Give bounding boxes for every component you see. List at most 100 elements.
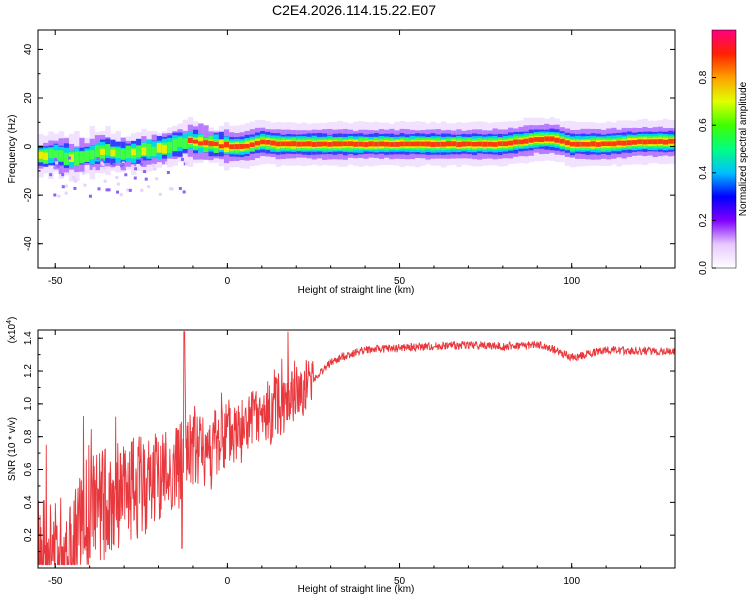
- spectrogram-speckle: [185, 162, 189, 166]
- snr-xtick-label: 50: [394, 576, 406, 587]
- spectrogram-cell: [239, 143, 245, 149]
- spectrogram-cell: [301, 141, 307, 147]
- spectrogram-cell: [559, 138, 566, 144]
- spectrogram-frame: [37, 29, 676, 269]
- spectrogram-cell: [461, 141, 468, 147]
- spectrogram-cell: [575, 141, 581, 147]
- spectrogram-cell: [513, 139, 519, 145]
- spectrogram-speckle: [81, 171, 85, 175]
- spectrogram-cell: [477, 141, 483, 147]
- spectrogram-cell: [595, 142, 602, 147]
- spectrogram-cell: [415, 141, 421, 147]
- spectrogram-speckle: [144, 177, 148, 181]
- spectrogram-cell: [616, 140, 622, 146]
- spectrogram-speckle: [182, 190, 186, 194]
- spectrogram-cell: [373, 141, 380, 147]
- spectrogram-cell: [544, 136, 550, 142]
- spectrogram-speckle: [153, 167, 157, 171]
- spectrogram-cell: [487, 141, 493, 147]
- spectrogram-xtick-label: 0: [225, 276, 231, 287]
- spectrogram-speckle: [164, 161, 168, 165]
- spectrogram-cell: [342, 141, 349, 147]
- spectrogram-cell: [569, 141, 576, 147]
- spectrogram-cell: [125, 145, 132, 159]
- spectrogram-cell: [203, 140, 209, 146]
- spectrogram-cell: [79, 151, 85, 164]
- spectrogram-speckle: [53, 193, 57, 197]
- spectrogram-cell: [218, 144, 225, 149]
- spectrogram-cell: [668, 138, 674, 144]
- spectrogram-xlabel: Height of straight line (km): [298, 285, 415, 296]
- colorbar-tick-label: 0.4: [698, 165, 709, 179]
- spectrogram-speckle: [112, 162, 116, 166]
- spectrogram-cell: [63, 152, 70, 165]
- spectrogram-cell: [456, 141, 462, 147]
- spectrogram-speckle: [170, 187, 174, 191]
- spectrogram-cell: [89, 150, 96, 160]
- spectrogram-speckle: [61, 185, 65, 189]
- spectrogram-cell: [533, 137, 540, 142]
- snr-ytick-label: 1.0: [23, 396, 34, 410]
- spectrogram-speckle: [116, 182, 120, 186]
- snr-ytick-label: 0.6: [23, 462, 34, 476]
- spectrogram-cell: [275, 141, 282, 147]
- spectrogram-speckle: [131, 164, 135, 168]
- spectrogram-cell: [332, 141, 338, 147]
- spectrogram-cell: [291, 141, 297, 147]
- spectrogram-cell: [404, 141, 411, 147]
- spectrogram-speckle: [73, 186, 77, 190]
- spectrogram-speckle: [139, 162, 143, 166]
- spectrogram-speckle: [119, 193, 123, 197]
- spectrogram-cell: [115, 148, 121, 158]
- spectrogram-cell: [296, 141, 302, 147]
- spectrogram-cell: [68, 154, 75, 162]
- spectrogram-cell: [223, 144, 230, 153]
- snr-xtick-label: 100: [563, 576, 580, 587]
- spectrogram-cell: [270, 140, 276, 146]
- snr-scale-exponent: 4: [6, 320, 13, 324]
- spectrogram-cell: [626, 140, 633, 146]
- spectrogram-cell: [254, 140, 261, 146]
- spectrogram-xtick-label: 50: [394, 276, 406, 287]
- spectrogram-axes: -50 0 50 100 40 20 0 -20 -40: [23, 30, 676, 287]
- spectrogram-speckle: [147, 185, 151, 189]
- spectrogram-cell: [399, 141, 406, 147]
- spectrogram-speckle: [64, 184, 68, 188]
- spectrogram-cell: [446, 141, 452, 147]
- spectrogram-cell: [606, 141, 612, 147]
- spectrogram-cell: [430, 141, 437, 148]
- spectrogram-cell: [172, 138, 178, 152]
- spectrogram-ylabel: Frequency (Hz): [7, 115, 18, 184]
- snr-scale-label: (x104): [6, 317, 18, 344]
- spectrogram-speckle: [49, 173, 53, 177]
- snr-ytick-label: 1.4: [23, 331, 34, 345]
- spectrogram-cell: [471, 141, 478, 147]
- spectrogram-cell: [358, 141, 364, 147]
- spectrogram-cell: [502, 141, 509, 147]
- spectrogram-cell: [425, 141, 431, 147]
- spectrogram-cell: [389, 142, 395, 147]
- spectrogram-speckle: [180, 157, 184, 161]
- spectrogram-speckle: [133, 176, 137, 180]
- spectrogram-cell: [260, 139, 266, 145]
- spectrogram-cell: [94, 145, 101, 158]
- spectrogram-cell: [611, 141, 617, 147]
- spectrogram-cell: [580, 141, 586, 147]
- spectrogram-speckle: [126, 188, 130, 192]
- spectrogram-cell: [58, 150, 65, 162]
- spectrogram-cell: [198, 136, 204, 145]
- snr-scale-close: ): [7, 317, 18, 320]
- spectrogram-cell: [466, 141, 473, 147]
- spectrogram-xtick-label: -50: [48, 276, 63, 287]
- snr-ytick-label: 0.8: [23, 429, 34, 443]
- spectrogram-speckle: [88, 194, 92, 198]
- spectrogram-cell: [353, 141, 359, 147]
- spectrogram-speckle: [57, 194, 61, 198]
- spectrogram-ytick-label: 40: [23, 43, 34, 55]
- colorbar: [711, 29, 737, 269]
- spectrogram-cell: [327, 142, 333, 147]
- spectrogram-speckle: [92, 167, 96, 171]
- spectrogram-cell: [549, 136, 555, 142]
- spectrogram-cell: [508, 140, 514, 146]
- spectrogram-speckle: [151, 163, 155, 167]
